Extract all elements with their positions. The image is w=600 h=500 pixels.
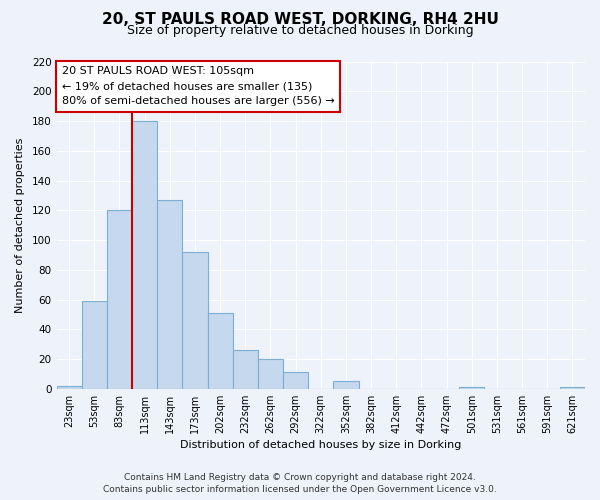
Text: Contains HM Land Registry data © Crown copyright and database right 2024.
Contai: Contains HM Land Registry data © Crown c… [103, 472, 497, 494]
Bar [182, 252, 208, 389]
Bar [82, 301, 107, 389]
Bar [459, 388, 484, 389]
Bar [208, 313, 233, 389]
Bar [107, 210, 132, 389]
Bar [334, 382, 359, 389]
Bar [157, 200, 182, 389]
Bar [56, 386, 82, 389]
Text: Size of property relative to detached houses in Dorking: Size of property relative to detached ho… [127, 24, 473, 37]
Bar [283, 372, 308, 389]
Text: 20 ST PAULS ROAD WEST: 105sqm
← 19% of detached houses are smaller (135)
80% of : 20 ST PAULS ROAD WEST: 105sqm ← 19% of d… [62, 66, 335, 106]
Bar [258, 359, 283, 389]
Bar [233, 350, 258, 389]
X-axis label: Distribution of detached houses by size in Dorking: Distribution of detached houses by size … [180, 440, 461, 450]
Bar [132, 121, 157, 389]
Bar [560, 388, 585, 389]
Y-axis label: Number of detached properties: Number of detached properties [15, 138, 25, 313]
Text: 20, ST PAULS ROAD WEST, DORKING, RH4 2HU: 20, ST PAULS ROAD WEST, DORKING, RH4 2HU [101, 12, 499, 28]
